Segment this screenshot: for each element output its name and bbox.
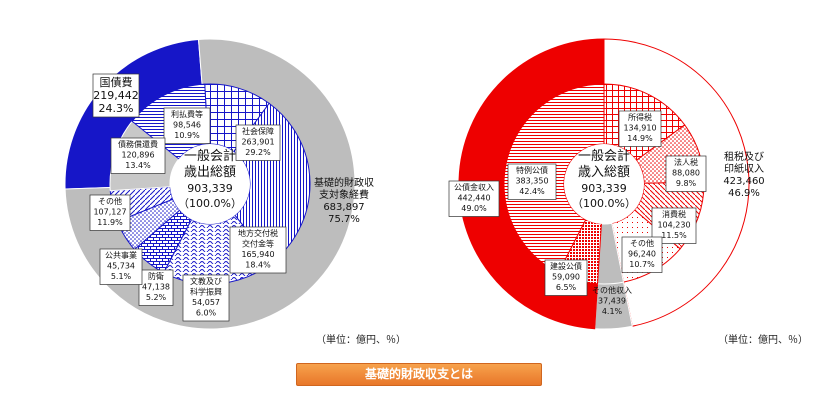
data-label-1-0-line-0: 所得税 bbox=[628, 112, 652, 122]
data-label-1-3-line-1: 104,230 bbox=[657, 221, 690, 230]
data-label-1-4-line-2: 10.7% bbox=[629, 260, 655, 269]
data-label-0-7-line-0: 防衛 bbox=[148, 271, 164, 281]
center-label-0-line-3: （100.0%） bbox=[178, 197, 242, 210]
data-label-1-8-line-0: 公債金収入 bbox=[454, 182, 494, 192]
data-label-1-3-line-0: 消費税 bbox=[662, 209, 686, 219]
data-label-1-1-line-2: 9.8% bbox=[676, 179, 697, 188]
data-label-1-5-line-0: その他収入 bbox=[592, 285, 632, 295]
data-label-1-2-line-1: 印紙収入 bbox=[724, 162, 764, 175]
center-label-1-line-0: 一般会計 bbox=[578, 148, 630, 164]
data-label-1-8-line-1: 442,440 bbox=[457, 194, 490, 203]
data-label-0-2-line-1: 120,896 bbox=[121, 151, 154, 160]
data-label-0-8-line-1: 45,734 bbox=[107, 262, 135, 271]
data-label-0-7-line-1: 47,138 bbox=[142, 283, 170, 292]
center-label-0-line-1: 歳出総額 bbox=[184, 165, 236, 180]
data-label-1-6-line-2: 6.5% bbox=[556, 283, 577, 292]
data-label-1-1-line-1: 88,080 bbox=[672, 169, 700, 178]
data-label-0-0-line-2: 24.3% bbox=[99, 102, 134, 115]
data-label-1-4-line-1: 96,240 bbox=[628, 250, 656, 259]
data-label-0-9-line-0: その他 bbox=[98, 196, 122, 206]
data-label-1-1-line-0: 法人税 bbox=[674, 157, 698, 167]
data-label-0-5-line-3: 18.4% bbox=[245, 261, 271, 270]
data-label-0-3-line-2: 29.2% bbox=[245, 148, 271, 157]
center-label-1-line-2: 903,339 bbox=[581, 182, 627, 195]
data-label-1-7-line-1: 383,350 bbox=[515, 177, 548, 186]
center-label-0-line-0: 一般会計 bbox=[184, 148, 236, 164]
data-label-0-0-line-0: 国債費 bbox=[100, 75, 133, 89]
center-label-1-line-1: 歳入総額 bbox=[578, 165, 630, 180]
data-label-0-2-line-2: 13.4% bbox=[125, 161, 151, 170]
data-label-1-3-line-2: 11.5% bbox=[661, 231, 687, 240]
data-label-0-0-line-1: 219,442 bbox=[93, 89, 139, 102]
data-label-1-5-line-2: 4.1% bbox=[602, 307, 623, 316]
data-label-0-6-line-3: 6.0% bbox=[196, 309, 217, 318]
center-hole-expenditure bbox=[170, 144, 250, 224]
data-label-0-6-line-2: 54,057 bbox=[192, 298, 220, 307]
data-label-1-6-line-1: 59,090 bbox=[552, 273, 580, 282]
data-label-0-2-line-0: 債務償還費 bbox=[118, 139, 158, 149]
data-label-0-8-line-2: 5.1% bbox=[111, 272, 132, 281]
data-label-0-4-line-2: 683,897 bbox=[323, 202, 364, 213]
data-label-1-2-line-3: 46.9% bbox=[728, 188, 760, 199]
data-label-0-4-line-3: 75.7% bbox=[328, 214, 360, 225]
data-label-0-7-line-2: 5.2% bbox=[146, 293, 167, 302]
data-label-0-6-line-1: 科学振興 bbox=[190, 287, 222, 297]
data-label-0-3-line-1: 263,901 bbox=[241, 138, 274, 147]
center-label-1-line-3: （100.0%） bbox=[572, 197, 636, 210]
data-label-1-4-line-0: その他 bbox=[630, 238, 654, 248]
data-label-0-9-line-2: 11.9% bbox=[97, 218, 123, 227]
data-label-1-7-line-2: 42.4% bbox=[519, 187, 545, 196]
data-label-1-0-line-2: 14.9% bbox=[627, 134, 653, 143]
data-label-0-1-line-0: 利払費等 bbox=[171, 109, 203, 119]
data-label-1-0-line-1: 134,910 bbox=[623, 124, 656, 133]
center-label-0-line-2: 903,339 bbox=[187, 182, 233, 195]
data-label-0-6-line-0: 文教及び bbox=[190, 276, 222, 286]
data-label-0-4-line-1: 支対象経費 bbox=[319, 188, 369, 201]
data-label-0-8-line-0: 公共事業 bbox=[105, 250, 137, 260]
data-label-0-5-line-0: 地方交付税 bbox=[238, 228, 278, 238]
data-label-0-4-line-0: 基礎的財政収 bbox=[314, 176, 374, 189]
unit-label-revenue: （単位：億円、％） bbox=[718, 335, 808, 346]
data-label-1-8-line-2: 49.0% bbox=[461, 204, 487, 213]
data-label-1-6-line-0: 建設公債 bbox=[550, 261, 582, 271]
unit-label-expenditure: （単位：億円、％） bbox=[316, 335, 406, 346]
data-label-1-2-line-2: 423,460 bbox=[723, 176, 764, 187]
data-label-0-5-line-1: 交付金等 bbox=[242, 239, 274, 249]
data-label-1-5-line-1: 37,439 bbox=[598, 297, 626, 306]
center-hole-revenue bbox=[564, 144, 644, 224]
primary-balance-link-button[interactable]: 基礎的財政収支とは bbox=[296, 363, 542, 386]
data-label-1-2-line-0: 租税及び bbox=[724, 150, 764, 163]
data-label-0-1-line-1: 98,546 bbox=[173, 121, 201, 130]
data-label-0-5-line-2: 165,940 bbox=[241, 250, 274, 259]
data-label-1-7-line-0: 特例公債 bbox=[516, 165, 548, 175]
data-label-0-3-line-0: 社会保障 bbox=[242, 126, 274, 136]
data-label-0-1-line-2: 10.9% bbox=[174, 131, 200, 140]
data-label-0-9-line-1: 107,127 bbox=[93, 208, 126, 217]
